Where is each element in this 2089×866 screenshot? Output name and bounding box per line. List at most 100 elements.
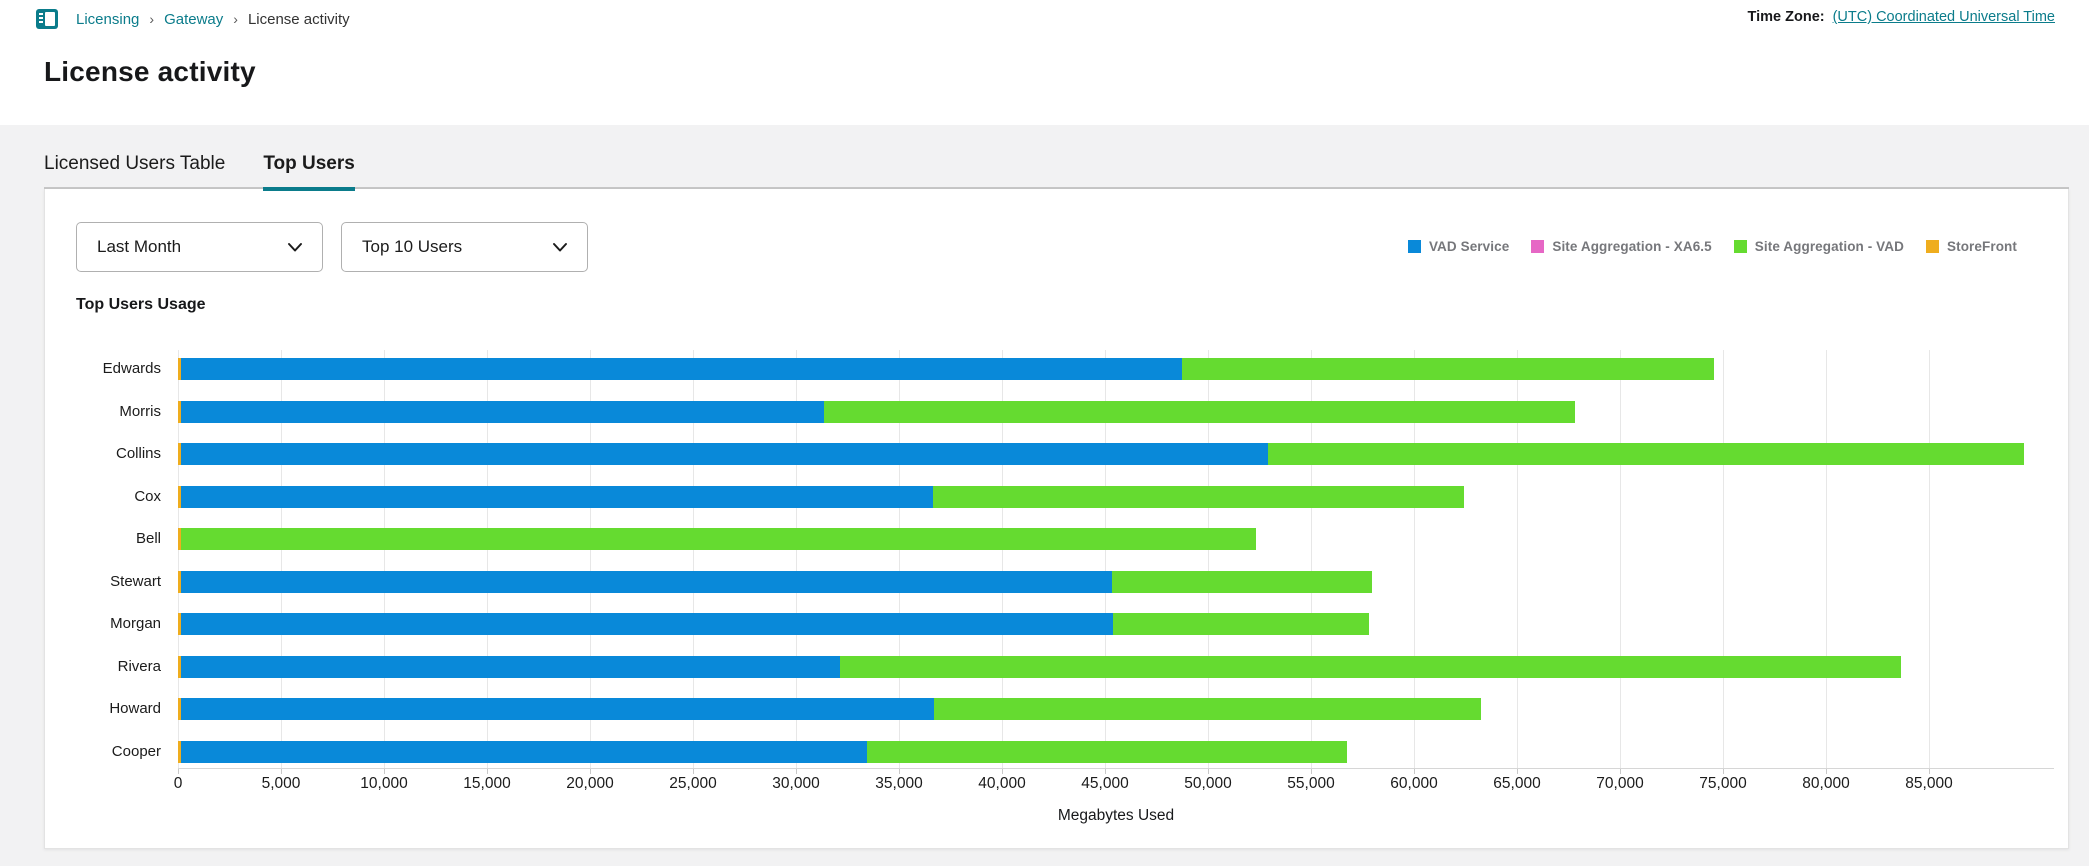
bar-segment[interactable] — [934, 698, 1481, 720]
x-tickmark — [1414, 768, 1415, 774]
x-tick-label: 45,000 — [1081, 775, 1129, 792]
category-label: Morris — [119, 402, 161, 420]
x-gridline — [1002, 350, 1003, 768]
bar-segment[interactable] — [178, 698, 182, 720]
bar-segment[interactable] — [178, 358, 182, 380]
x-tick-label: 60,000 — [1390, 775, 1438, 792]
x-gridline — [1929, 350, 1930, 768]
x-tickmark — [590, 768, 591, 774]
bar-segment[interactable] — [1267, 443, 2024, 465]
sidebar-panel-icon[interactable] — [36, 9, 58, 29]
breadcrumb-current: License activity — [247, 10, 350, 28]
x-gridline — [693, 350, 694, 768]
x-tickmark — [384, 768, 385, 774]
legend-label: StoreFront — [1947, 239, 2017, 254]
x-gridline — [281, 350, 282, 768]
legend-swatch-icon — [1733, 240, 1747, 253]
bar-segment[interactable] — [181, 358, 1183, 380]
x-gridline — [1620, 350, 1621, 768]
bar-segment[interactable] — [178, 528, 182, 550]
x-tick-label: 50,000 — [1184, 775, 1232, 792]
bar-segment[interactable] — [178, 740, 182, 763]
x-gridline — [1105, 350, 1106, 768]
category-label: Morgan — [110, 615, 161, 632]
bar-segment[interactable] — [181, 740, 868, 763]
bar-segment[interactable] — [181, 570, 1113, 593]
breadcrumb-link-gateway[interactable]: Gateway — [164, 10, 224, 28]
legend-swatch-icon — [1531, 240, 1545, 253]
x-tickmark — [1208, 768, 1209, 774]
bar-segment[interactable] — [178, 485, 182, 508]
x-tick-label: 35,000 — [875, 775, 923, 792]
bar-segment[interactable] — [178, 400, 182, 423]
legend-item[interactable]: VAD Service — [1407, 239, 1510, 254]
timezone-label: Time Zone: — [1747, 9, 1825, 25]
bar-segment[interactable] — [181, 698, 934, 720]
bar-segment[interactable] — [181, 655, 841, 678]
bar-segment[interactable] — [178, 655, 182, 678]
timezone-indicator: Time Zone: (UTC) Coordinated Universal T… — [1748, 9, 2055, 25]
bar-segment[interactable] — [178, 443, 182, 465]
category-label: Cox — [134, 487, 161, 505]
x-gridline — [899, 350, 900, 768]
x-tick-label: 30,000 — [772, 775, 820, 792]
x-gridline — [487, 350, 488, 768]
x-tick-label: 55,000 — [1287, 775, 1335, 792]
x-gridline — [1208, 350, 1209, 768]
bar-segment[interactable] — [181, 613, 1114, 635]
x-gridline — [1517, 350, 1518, 768]
bar-segment[interactable] — [178, 570, 182, 593]
top-users-panel: Last Month Top 10 Users VAD Service Site … — [44, 189, 2069, 849]
bar-segment[interactable] — [181, 485, 933, 508]
legend-swatch-icon — [1407, 240, 1421, 253]
period-dropdown-value: Last Month — [97, 237, 182, 256]
bar-segment[interactable] — [178, 613, 182, 635]
chart-title: Top Users Usage — [76, 296, 206, 313]
period-dropdown[interactable]: Last Month — [76, 222, 323, 272]
tab-licensed-users-table[interactable]: Licensed Users Table — [44, 153, 226, 174]
x-tick-label: 80,000 — [1802, 775, 1850, 792]
category-label: Stewart — [110, 572, 161, 590]
bar-segment[interactable] — [932, 485, 1465, 508]
x-gridline — [1826, 350, 1827, 768]
x-axis-title: Megabytes Used — [1057, 807, 1175, 824]
x-tick-label: 15,000 — [463, 775, 511, 792]
x-tickmark — [487, 768, 488, 774]
chevron-down-icon — [288, 243, 302, 252]
tabbar: Licensed Users Table Top Users — [44, 153, 355, 191]
bar-segment[interactable] — [867, 740, 1348, 763]
page-title: License activity — [44, 56, 256, 87]
x-tickmark — [1002, 768, 1003, 774]
x-tickmark — [178, 768, 179, 774]
x-tickmark — [1929, 768, 1930, 774]
legend-item[interactable]: StoreFront — [1926, 239, 2017, 254]
x-tick-label: 75,000 — [1699, 775, 1747, 792]
legend-item[interactable]: Site Aggregation - VAD — [1733, 239, 1904, 254]
x-tick-label: 40,000 — [978, 775, 1026, 792]
tabbar-underline — [44, 187, 2069, 189]
category-label: Howard — [109, 700, 161, 717]
bar-segment[interactable] — [840, 655, 1902, 678]
legend-label: VAD Service — [1428, 239, 1510, 254]
bar-segment[interactable] — [181, 443, 1268, 465]
top-users-count-dropdown[interactable]: Top 10 Users — [341, 222, 588, 272]
x-tickmark — [281, 768, 282, 774]
x-tickmark — [899, 768, 900, 774]
x-axis-line — [178, 768, 2054, 769]
bar-segment[interactable] — [1113, 613, 1369, 635]
bar-segment[interactable] — [181, 528, 1257, 550]
legend-item[interactable]: Site Aggregation - XA6.5 — [1531, 239, 1712, 254]
category-label: Edwards — [102, 360, 161, 377]
legend-label: Site Aggregation - VAD — [1754, 239, 1904, 254]
x-tickmark — [1105, 768, 1106, 774]
top-users-count-value: Top 10 Users — [362, 237, 463, 256]
x-tick-label: 85,000 — [1905, 775, 1953, 792]
tab-top-users[interactable]: Top Users — [263, 153, 355, 191]
bar-segment[interactable] — [181, 400, 824, 423]
bar-segment[interactable] — [1112, 570, 1372, 593]
bar-segment[interactable] — [823, 400, 1575, 423]
bar-segment[interactable] — [1182, 358, 1714, 380]
breadcrumb-link-licensing[interactable]: Licensing — [76, 10, 140, 28]
x-tickmark — [1826, 768, 1827, 774]
timezone-link[interactable]: (UTC) Coordinated Universal Time — [1832, 9, 2055, 25]
